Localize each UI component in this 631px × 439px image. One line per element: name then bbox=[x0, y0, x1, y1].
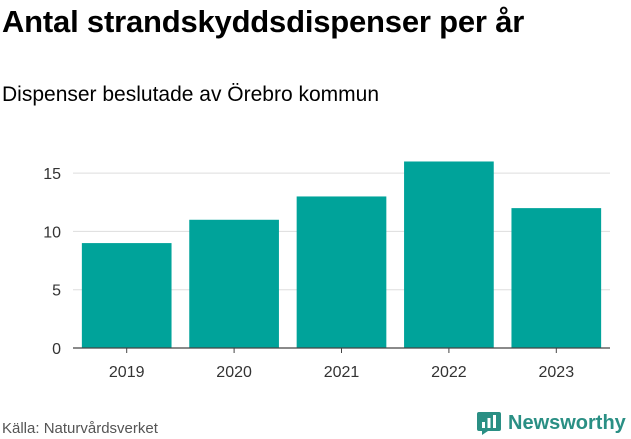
brand-name: Newsworthy bbox=[508, 411, 626, 434]
x-axis-ticks: 2019 2020 2021 2022 2023 bbox=[109, 348, 574, 381]
brand-logo: Newsworthy bbox=[476, 410, 626, 436]
y-axis-ticks: 0 5 10 15 bbox=[43, 166, 61, 358]
y-tick-label: 0 bbox=[52, 341, 61, 358]
y-tick-label: 5 bbox=[52, 283, 61, 300]
y-tick-label: 10 bbox=[43, 224, 61, 241]
x-tick-label: 2022 bbox=[431, 364, 467, 381]
chart-subtitle: Dispenser beslutade av Örebro kommun bbox=[2, 83, 380, 106]
bar-2023 bbox=[511, 208, 602, 348]
x-tick-label: 2020 bbox=[216, 364, 252, 381]
bar-2020 bbox=[189, 219, 279, 348]
source-note: Källa: Naturvårdsverket bbox=[2, 420, 158, 437]
bars bbox=[81, 161, 602, 348]
x-tick-label: 2019 bbox=[109, 364, 145, 381]
newsworthy-logo-icon bbox=[477, 412, 501, 435]
x-tick-label: 2021 bbox=[324, 364, 360, 381]
y-tick-label: 15 bbox=[43, 166, 61, 183]
bar-2022 bbox=[404, 161, 494, 348]
bar-2021 bbox=[296, 196, 387, 348]
chart-title: Antal strandskyddsdispenser per år bbox=[2, 4, 525, 39]
x-tick-label: 2023 bbox=[539, 364, 575, 381]
bar-2019 bbox=[81, 243, 172, 348]
